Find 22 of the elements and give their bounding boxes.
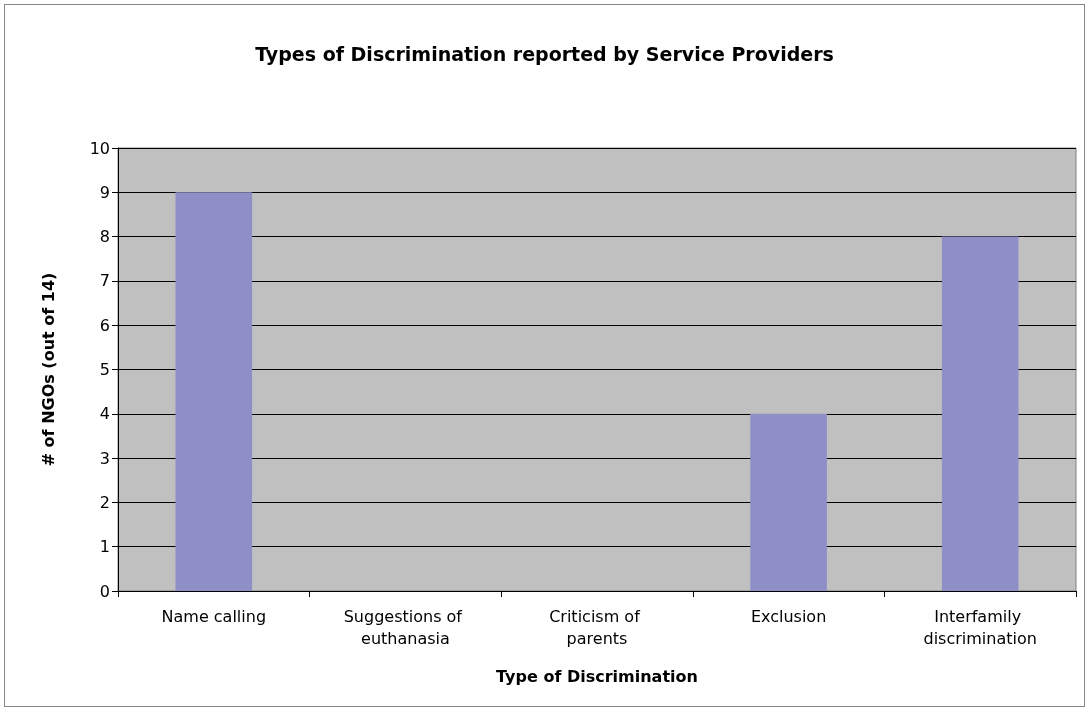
x-tick-label: Interfamily discrimination (923, 606, 1037, 648)
y-tick-label: 2 (99, 492, 110, 512)
x-axis-title: Type of Discrimination (496, 666, 698, 686)
y-tick-label: 4 (99, 404, 110, 424)
x-tick-label: Name calling (161, 606, 267, 626)
y-tick-label: 7 (99, 271, 110, 291)
y-tick-label: 8 (99, 227, 110, 247)
y-tick-label: 9 (99, 182, 110, 202)
y-tick-label: 10 (89, 138, 110, 158)
x-tick-label: Exclusion (750, 606, 827, 626)
chart-title: Types of Discrimination reported by Service Providers (255, 42, 834, 65)
y-axis-title: # of NGOs (out of 14) (38, 272, 58, 467)
bar (941, 236, 1019, 591)
y-tick-label: 3 (99, 448, 110, 468)
bar (750, 413, 827, 591)
bar (175, 192, 253, 591)
y-tick-label: 1 (99, 537, 110, 557)
y-tick-label: 0 (99, 581, 110, 601)
y-tick-label: 5 (99, 360, 110, 379)
x-tick-label: Suggestions of euthanasia (343, 606, 468, 648)
x-tick-label: Criticism of parents (549, 606, 645, 648)
y-tick-label: 6 (99, 315, 110, 335)
